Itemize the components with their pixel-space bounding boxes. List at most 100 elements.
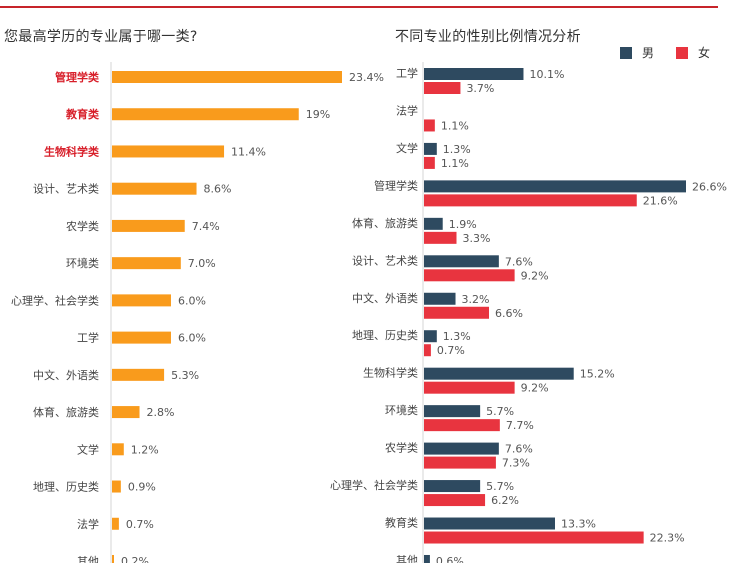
- male-value-label: 1.9%: [449, 218, 477, 231]
- legend-label-male: 男: [642, 46, 655, 60]
- left-value-label: 0.2%: [121, 555, 149, 563]
- left-value-label: 6.0%: [178, 332, 206, 345]
- male-value-label: 13.3%: [561, 518, 596, 531]
- male-bar: [424, 255, 499, 268]
- legend-swatch-male: [620, 46, 632, 59]
- left-category-label: 其他: [77, 555, 99, 563]
- left-category-label: 设计、艺术类: [33, 182, 99, 196]
- right-category-label: 工学: [396, 66, 418, 80]
- female-value-label: 1.1%: [441, 157, 469, 170]
- female-value-label: 7.3%: [502, 457, 530, 470]
- male-value-label: 3.2%: [462, 293, 490, 306]
- left-category-label: 文学: [77, 442, 99, 456]
- female-bar: [424, 119, 435, 132]
- left-value-label: 23.4%: [349, 71, 384, 84]
- right-category-label: 管理学类: [374, 178, 418, 192]
- female-value-label: 3.7%: [466, 82, 494, 95]
- left-value-label: 0.7%: [126, 518, 154, 531]
- left-value-label: 0.9%: [128, 481, 156, 494]
- male-bar: [424, 68, 524, 80]
- right-category-label: 农学类: [385, 441, 418, 455]
- left-bar: [112, 219, 185, 232]
- male-value-label: 15.2%: [580, 368, 615, 381]
- female-value-label: 1.1%: [441, 119, 469, 132]
- female-bar: [424, 231, 457, 244]
- left-bar: [112, 71, 342, 83]
- female-value-label: 0.7%: [437, 344, 465, 357]
- left-value-label: 6.0%: [178, 294, 206, 307]
- left-category-label: 农学类: [66, 219, 99, 233]
- right-category-label: 教育类: [385, 516, 418, 530]
- left-value-label: 11.4%: [231, 145, 266, 158]
- right-category-label: 中文、外语类: [352, 291, 418, 305]
- male-bar: [424, 517, 555, 530]
- female-bar: [424, 269, 515, 282]
- male-value-label: 26.6%: [692, 180, 727, 193]
- left-bar: [112, 480, 121, 493]
- male-value-label: 1.3%: [443, 143, 471, 156]
- male-bar: [424, 480, 481, 493]
- left-bar: [112, 257, 181, 270]
- left-value-label: 19%: [306, 108, 330, 121]
- gender-legend: 男 女: [620, 44, 730, 61]
- right-chart-title: 不同专业的性别比例情况分析: [395, 29, 581, 45]
- right-category-label: 地理、历史类: [352, 328, 418, 342]
- male-value-label: 5.7%: [486, 405, 514, 418]
- female-bar: [424, 531, 644, 544]
- left-value-label: 1.2%: [131, 443, 159, 456]
- left-chart-title: 您最高学历的专业属于哪一类?: [4, 29, 198, 45]
- male-value-label: 7.6%: [505, 255, 533, 268]
- left-bar: [112, 145, 225, 158]
- left-value-label: 8.6%: [204, 183, 232, 196]
- left-bar: [112, 368, 165, 381]
- left-category-label: 体育、旅游类: [33, 405, 99, 419]
- female-bar: [424, 344, 431, 357]
- female-value-label: 21.6%: [643, 194, 678, 207]
- left-bar: [112, 406, 140, 419]
- left-bar: [112, 182, 197, 195]
- male-bar: [424, 554, 430, 563]
- female-value-label: 9.2%: [521, 382, 549, 395]
- left-category-label: 工学: [77, 331, 99, 345]
- left-category-label: 心理学、社会学类: [11, 293, 99, 307]
- legend-swatch-female: [676, 46, 689, 59]
- left-category-label: 教育类: [65, 107, 100, 121]
- left-value-label: 7.4%: [192, 220, 220, 233]
- female-value-label: 22.3%: [650, 532, 685, 545]
- female-value-label: 6.6%: [495, 307, 523, 320]
- left-value-label: 7.0%: [188, 257, 216, 270]
- left-value-label: 5.3%: [171, 369, 199, 382]
- male-value-label: 0.6%: [436, 555, 464, 563]
- left-category-label: 生物科学类: [44, 144, 100, 158]
- left-category-label: 管理学类: [55, 70, 100, 84]
- female-value-label: 6.2%: [491, 494, 519, 507]
- left-category-label: 环境类: [66, 256, 99, 270]
- right-category-label: 法学: [396, 103, 418, 117]
- male-bar: [424, 405, 481, 418]
- male-value-label: 1.3%: [443, 330, 471, 343]
- male-value-label: 7.6%: [505, 443, 533, 456]
- female-value-label: 7.7%: [506, 419, 534, 432]
- right-category-label: 体育、旅游类: [352, 216, 418, 230]
- female-bar: [424, 306, 490, 319]
- female-bar: [424, 419, 500, 432]
- female-bar: [424, 194, 637, 207]
- right-category-label: 生物科学类: [363, 366, 418, 380]
- male-value-label: 10.1%: [529, 68, 564, 81]
- male-bar: [424, 330, 437, 343]
- legend-label-female: 女: [698, 46, 711, 60]
- left-bar: [112, 443, 124, 456]
- female-bar: [424, 456, 496, 469]
- female-bar: [424, 494, 486, 507]
- right-category-label: 心理学、社会学类: [330, 478, 418, 492]
- left-category-label: 地理、历史类: [33, 480, 99, 494]
- left-value-label: 2.8%: [147, 406, 175, 419]
- female-value-label: 9.2%: [521, 269, 549, 282]
- top-rule: [0, 6, 718, 8]
- left-bar: [112, 554, 114, 563]
- male-bar: [424, 142, 437, 155]
- right-category-label: 文学: [396, 141, 418, 155]
- right-category-label: 其他: [396, 554, 418, 563]
- right-category-label: 环境类: [385, 403, 418, 417]
